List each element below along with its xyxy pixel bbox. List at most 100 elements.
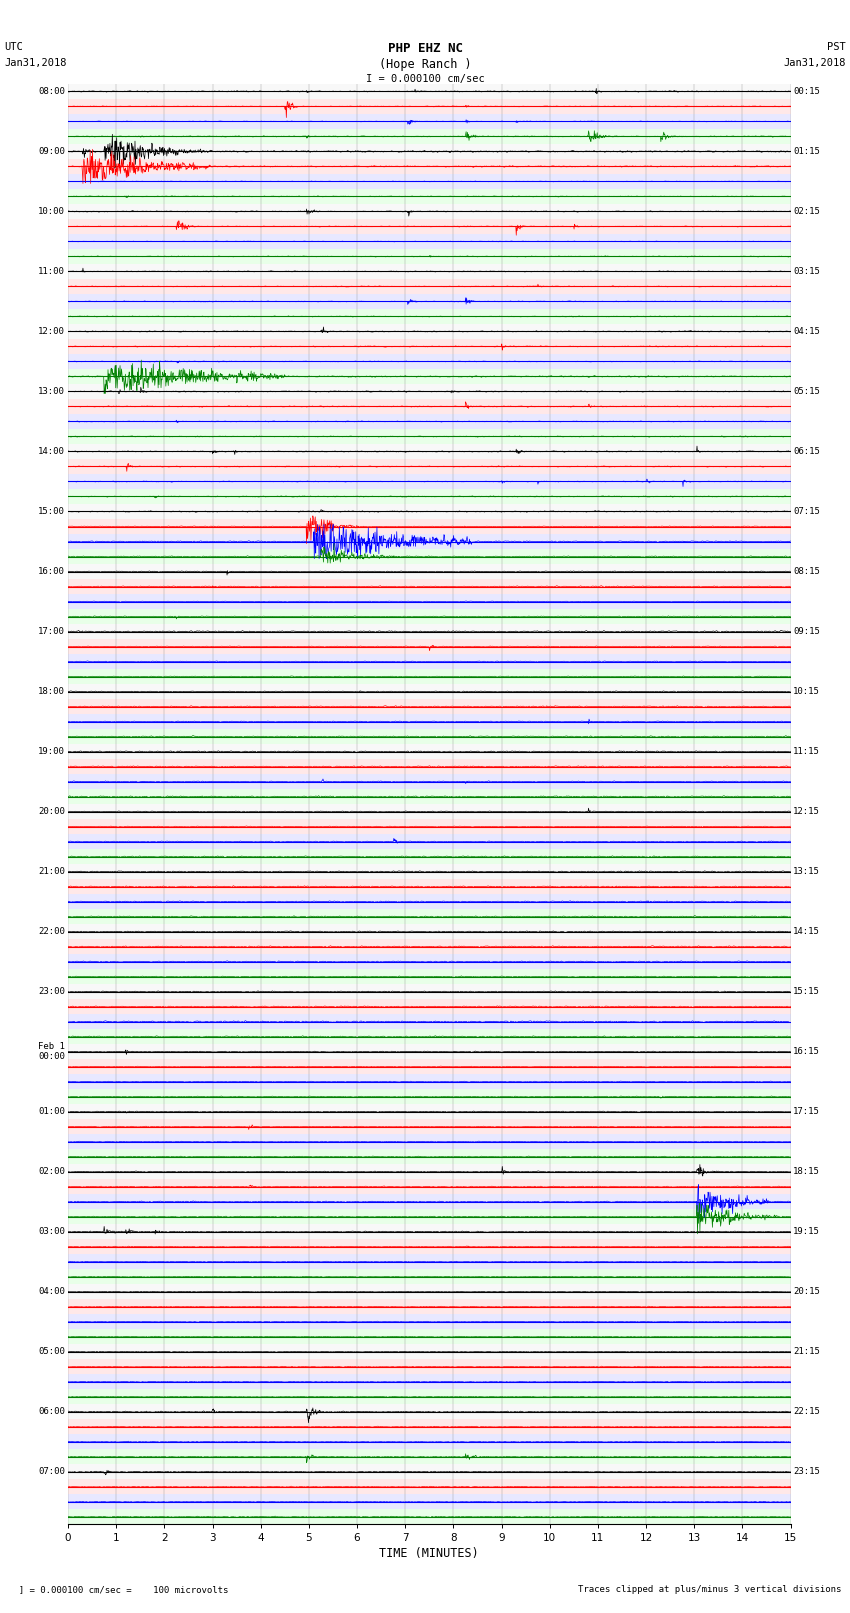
- Bar: [68, 203, 791, 219]
- Bar: [68, 565, 791, 579]
- Bar: [68, 353, 791, 369]
- Bar: [68, 1269, 791, 1284]
- Bar: [68, 594, 791, 610]
- Bar: [68, 429, 791, 444]
- Bar: [68, 398, 791, 415]
- Bar: [68, 924, 791, 939]
- Bar: [68, 998, 791, 1015]
- Bar: [68, 1419, 791, 1434]
- Bar: [68, 579, 791, 594]
- Bar: [68, 115, 791, 129]
- Bar: [68, 339, 791, 353]
- Bar: [68, 803, 791, 819]
- Bar: [68, 1134, 791, 1148]
- Bar: [68, 310, 791, 324]
- Bar: [68, 189, 791, 203]
- Bar: [68, 610, 791, 624]
- Bar: [68, 834, 791, 848]
- Bar: [68, 939, 791, 955]
- Bar: [68, 1044, 791, 1060]
- Bar: [68, 144, 791, 160]
- Bar: [68, 1434, 791, 1448]
- Bar: [68, 879, 791, 894]
- Text: I = 0.000100 cm/sec: I = 0.000100 cm/sec: [366, 74, 484, 84]
- Bar: [68, 174, 791, 189]
- Bar: [68, 503, 791, 519]
- Text: Traces clipped at plus/minus 3 vertical divisions: Traces clipped at plus/minus 3 vertical …: [578, 1584, 842, 1594]
- Bar: [68, 1374, 791, 1389]
- Bar: [68, 474, 791, 489]
- Bar: [68, 1060, 791, 1074]
- Bar: [68, 369, 791, 384]
- Bar: [68, 1089, 791, 1105]
- Bar: [68, 774, 791, 789]
- Bar: [68, 715, 791, 729]
- Bar: [68, 669, 791, 684]
- Bar: [68, 1210, 791, 1224]
- Bar: [68, 519, 791, 534]
- Bar: [68, 1029, 791, 1044]
- Bar: [68, 444, 791, 460]
- Bar: [68, 684, 791, 698]
- Bar: [68, 1344, 791, 1360]
- Bar: [68, 1179, 791, 1194]
- Bar: [68, 848, 791, 865]
- Bar: [68, 955, 791, 969]
- Bar: [68, 969, 791, 984]
- Bar: [68, 279, 791, 294]
- Bar: [68, 324, 791, 339]
- Text: (Hope Ranch ): (Hope Ranch ): [379, 58, 471, 71]
- Bar: [68, 653, 791, 669]
- Bar: [68, 1165, 791, 1179]
- Bar: [68, 1479, 791, 1494]
- Bar: [68, 1105, 791, 1119]
- Bar: [68, 1148, 791, 1165]
- Bar: [68, 548, 791, 565]
- Bar: [68, 1298, 791, 1315]
- Bar: [68, 698, 791, 715]
- Text: ] = 0.000100 cm/sec =    100 microvolts: ] = 0.000100 cm/sec = 100 microvolts: [8, 1584, 229, 1594]
- Bar: [68, 294, 791, 310]
- Bar: [68, 760, 791, 774]
- Bar: [68, 1360, 791, 1374]
- Bar: [68, 234, 791, 248]
- Text: PHP EHZ NC: PHP EHZ NC: [388, 42, 462, 55]
- Bar: [68, 489, 791, 503]
- Bar: [68, 624, 791, 639]
- Bar: [68, 744, 791, 760]
- Text: Jan31,2018: Jan31,2018: [783, 58, 846, 68]
- Bar: [68, 1465, 791, 1479]
- Bar: [68, 1255, 791, 1269]
- Bar: [68, 265, 791, 279]
- Bar: [68, 1284, 791, 1298]
- Bar: [68, 819, 791, 834]
- Bar: [68, 1329, 791, 1344]
- Bar: [68, 1389, 791, 1405]
- Bar: [68, 384, 791, 398]
- Bar: [68, 984, 791, 998]
- Bar: [68, 129, 791, 144]
- Bar: [68, 1239, 791, 1255]
- Bar: [68, 1119, 791, 1134]
- Bar: [68, 910, 791, 924]
- Bar: [68, 1405, 791, 1419]
- Bar: [68, 789, 791, 803]
- Bar: [68, 84, 791, 98]
- Bar: [68, 534, 791, 548]
- Text: Jan31,2018: Jan31,2018: [4, 58, 67, 68]
- Bar: [68, 219, 791, 234]
- Bar: [68, 729, 791, 744]
- Bar: [68, 460, 791, 474]
- Bar: [68, 1510, 791, 1524]
- Bar: [68, 1224, 791, 1239]
- Bar: [68, 415, 791, 429]
- Bar: [68, 865, 791, 879]
- Bar: [68, 98, 791, 115]
- Bar: [68, 1494, 791, 1510]
- Text: PST: PST: [827, 42, 846, 52]
- Bar: [68, 1448, 791, 1465]
- Text: UTC: UTC: [4, 42, 23, 52]
- Bar: [68, 1074, 791, 1089]
- Bar: [68, 248, 791, 265]
- Bar: [68, 1015, 791, 1029]
